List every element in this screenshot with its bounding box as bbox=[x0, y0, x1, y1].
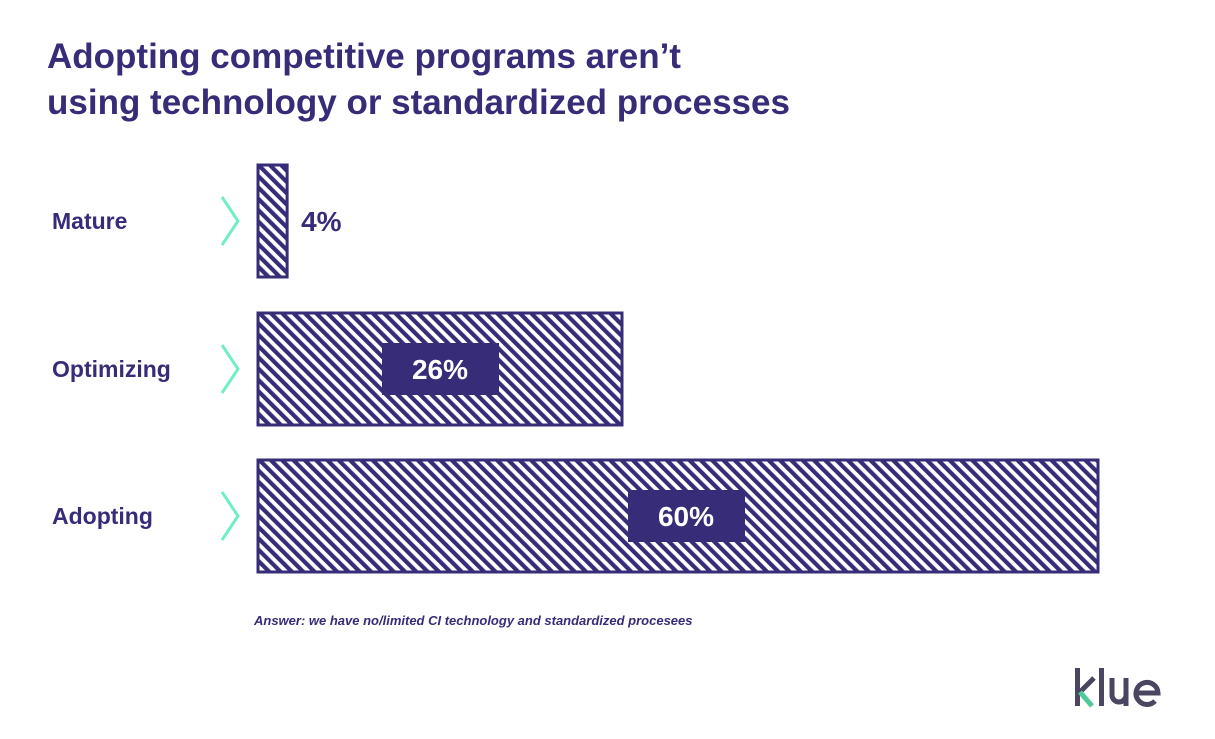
bar bbox=[256, 311, 624, 427]
category-label: Adopting bbox=[52, 503, 153, 529]
bar bbox=[256, 163, 289, 279]
value-label: 4% bbox=[301, 206, 342, 237]
chevron-right-icon bbox=[220, 196, 240, 246]
chevron-right-icon bbox=[220, 491, 240, 541]
value-label: 26% bbox=[412, 354, 468, 385]
value-label: 60% bbox=[658, 501, 714, 532]
value-label-badge bbox=[628, 490, 745, 542]
klue-logo bbox=[1075, 668, 1161, 708]
chart-note: Answer: we have no/limited CI technology… bbox=[254, 613, 693, 628]
value-label-badge bbox=[382, 343, 499, 395]
category-label: Mature bbox=[52, 208, 127, 234]
title-line-2: using technology or standardized process… bbox=[47, 83, 790, 122]
title-line-1: Adopting competitive programs aren’t bbox=[47, 37, 681, 76]
category-label: Optimizing bbox=[52, 356, 171, 382]
chevron-right-icon bbox=[220, 344, 240, 394]
chart-title: Adopting competitive programs aren’t usi… bbox=[47, 34, 790, 126]
